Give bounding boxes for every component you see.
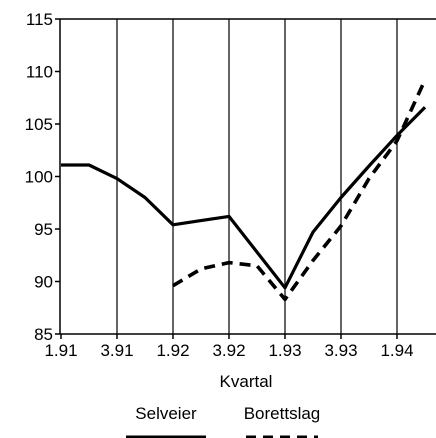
series-line-borettslag [172, 79, 427, 302]
y-tick-label: 95 [34, 220, 53, 239]
x-tick-label: 1.91 [44, 341, 77, 360]
y-tick-label: 115 [26, 10, 53, 29]
x-tick-label: 1.93 [268, 341, 301, 360]
x-tick-label: 1.92 [156, 341, 189, 360]
grid-lines [116, 19, 398, 334]
y-tick-label: 110 [26, 63, 53, 82]
x-tick-label: 3.91 [100, 341, 133, 360]
y-tick-label: 85 [34, 325, 53, 344]
y-tick-label: 90 [34, 273, 53, 292]
legend: Selveier Borettslag [126, 404, 321, 438]
series-layer [61, 79, 427, 302]
x-axis: 1.91 3.91 1.92 3.92 1.93 3.93 1.94 [44, 333, 436, 360]
y-axis: 85 90 95 100 105 110 115 [25, 10, 436, 344]
legend-label-selveier: Selveier [135, 404, 197, 423]
x-tick-label: 1.94 [380, 341, 413, 360]
x-axis-title: Kvartal [220, 372, 273, 391]
y-tick-label: 105 [25, 115, 53, 134]
x-tick-label: 3.92 [212, 341, 245, 360]
series-line-selveier [61, 106, 427, 290]
legend-label-borettslag: Borettslag [244, 404, 321, 423]
x-tick-label: 3.93 [324, 341, 357, 360]
y-tick-label: 100 [25, 168, 53, 187]
